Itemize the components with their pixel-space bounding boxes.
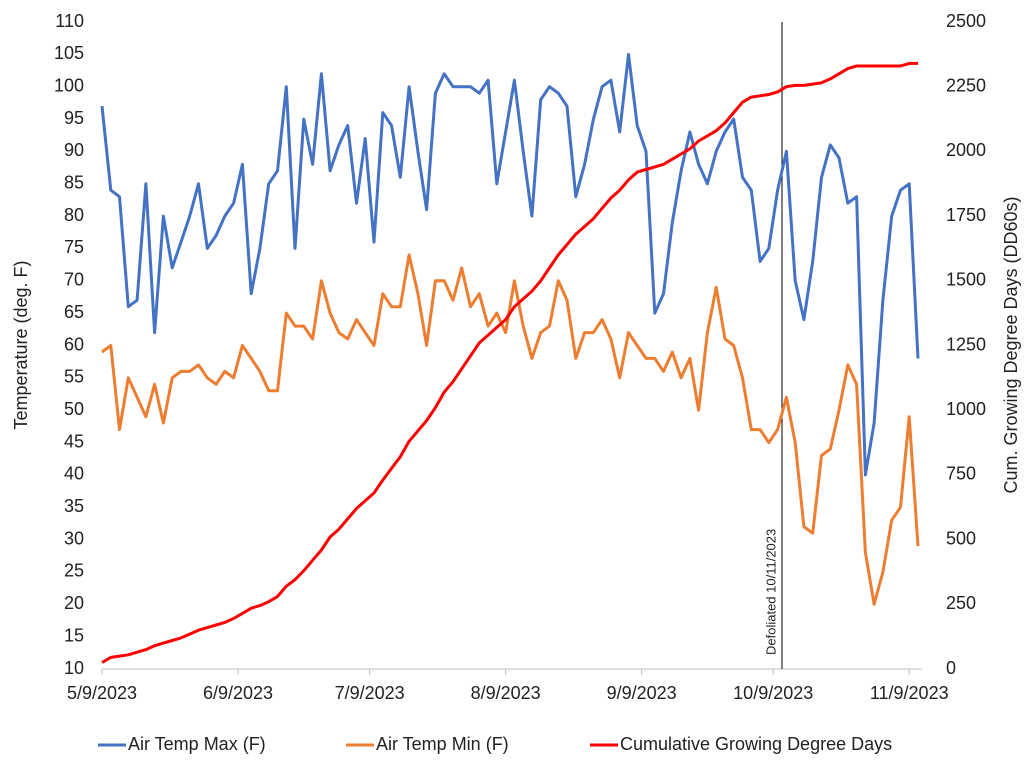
annotation-label: Defoliated 10/11/2023	[763, 529, 778, 655]
y-axis-title: Temperature (deg. F)	[11, 260, 31, 429]
y-tick-label: 40	[64, 464, 84, 484]
x-tick-label: 9/9/2023	[607, 683, 677, 703]
y-tick-label: 25	[64, 561, 84, 581]
y-tick-label: 35	[64, 496, 84, 516]
y2-tick-label: 750	[946, 464, 976, 484]
x-tick-label: 11/9/2023	[870, 683, 949, 703]
y-tick-label: 15	[64, 625, 84, 645]
y-tick-label: 110	[55, 11, 84, 31]
y-tick-label: 60	[64, 334, 84, 354]
y-tick-label: 90	[64, 140, 84, 160]
y-tick-label: 70	[64, 270, 84, 290]
y2-tick-label: 1250	[946, 334, 986, 354]
y-tick-label: 100	[54, 75, 84, 95]
x-tick-label: 6/9/2023	[203, 683, 273, 703]
legend-label: Air Temp Max (F)	[128, 734, 266, 754]
y2-axis-title: Cum. Growing Degree Days (DD60s)	[1001, 196, 1021, 493]
y2-tick-label: 1750	[946, 205, 986, 225]
y2-tick-label: 1000	[946, 399, 986, 419]
x-tick-label: 8/9/2023	[471, 683, 541, 703]
x-tick-label: 5/9/2023	[67, 683, 137, 703]
y2-tick-label: 2250	[946, 75, 986, 95]
y-tick-label: 85	[64, 173, 84, 193]
y-tick-label: 10	[64, 658, 84, 678]
y-tick-label: 30	[64, 528, 84, 548]
y2-tick-label: 0	[946, 658, 956, 678]
data-line	[101, 61, 918, 664]
y-tick-label: 65	[64, 302, 84, 322]
y2-tick-label: 2500	[946, 11, 986, 31]
data-line	[101, 253, 920, 606]
y-tick-label: 50	[64, 399, 84, 419]
legend-label: Cumulative Growing Degree Days	[620, 734, 892, 754]
data-line	[100, 52, 920, 477]
y-tick-label: 45	[64, 431, 84, 451]
y2-tick-label: 2000	[946, 140, 986, 160]
legend-label: Air Temp Min (F)	[376, 734, 509, 754]
y-tick-label: 105	[54, 43, 84, 63]
x-tick-label: 10/9/2023	[733, 683, 813, 703]
x-tick-label: 7/9/2023	[335, 683, 405, 703]
y-tick-label: 95	[64, 108, 84, 128]
y2-tick-label: 1500	[946, 270, 986, 290]
y2-tick-label: 250	[946, 593, 976, 613]
y-tick-label: 55	[64, 367, 84, 387]
y-tick-label: 75	[64, 237, 84, 257]
y-tick-label: 80	[64, 205, 84, 225]
y2-tick-label: 500	[946, 528, 976, 548]
y-tick-label: 20	[64, 593, 84, 613]
